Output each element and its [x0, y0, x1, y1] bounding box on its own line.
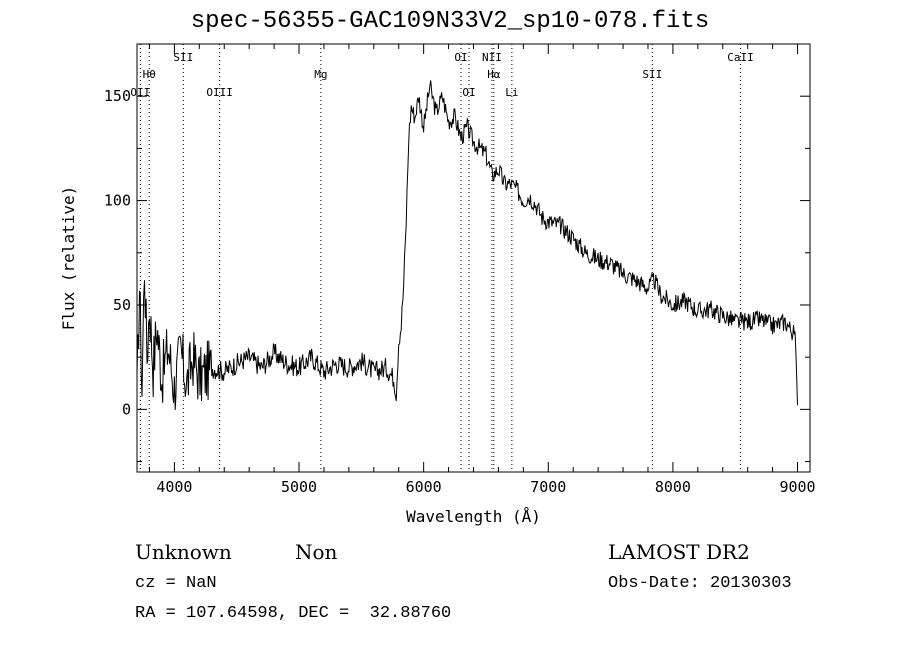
- x-tick-label: 5000: [281, 478, 317, 496]
- x-tick-label: 8000: [655, 478, 691, 496]
- redshift-label: cz = NaN: [135, 574, 217, 593]
- line-marker-label: Li: [505, 86, 518, 99]
- spectrum-line: [136, 80, 798, 411]
- chart-title: spec-56355-GAC109N33V2_sp10-078.fits: [190, 8, 710, 35]
- line-marker-label: CaII: [727, 51, 754, 64]
- y-tick-label: 100: [104, 192, 131, 210]
- y-tick-label: 0: [122, 400, 131, 418]
- class-label: Unknown: [135, 540, 232, 564]
- coordinates-label: RA = 107.64598, DEC = 32.88760: [135, 604, 452, 623]
- line-marker-label: Hα: [487, 68, 501, 81]
- x-tick-label: 7000: [530, 478, 566, 496]
- line-marker-label: OII: [130, 86, 150, 99]
- plot-frame: [136, 43, 811, 473]
- line-marker-label: OI: [454, 51, 467, 64]
- line-marker-label: NII: [482, 51, 502, 64]
- y-tick-label: 150: [104, 87, 131, 105]
- line-marker-label: OI: [462, 86, 475, 99]
- line-marker-label: SII: [173, 51, 193, 64]
- x-tick-label: 9000: [779, 478, 815, 496]
- subclass-label: Non: [295, 540, 338, 564]
- line-marker-label: Mg: [314, 68, 327, 81]
- x-tick-label: 6000: [406, 478, 442, 496]
- y-axis-label: Flux (relative): [59, 186, 78, 331]
- x-tick-label: 4000: [156, 478, 192, 496]
- obs-date-label: Obs-Date: 20130303: [608, 574, 792, 593]
- line-marker-label: Hθ: [143, 68, 156, 81]
- line-marker-label: OIII: [206, 86, 233, 99]
- y-tick-label: 50: [113, 296, 131, 314]
- line-marker-label: SII: [642, 68, 662, 81]
- survey-label: LAMOST DR2: [608, 540, 750, 564]
- x-axis-label: Wavelength (Å): [406, 507, 541, 526]
